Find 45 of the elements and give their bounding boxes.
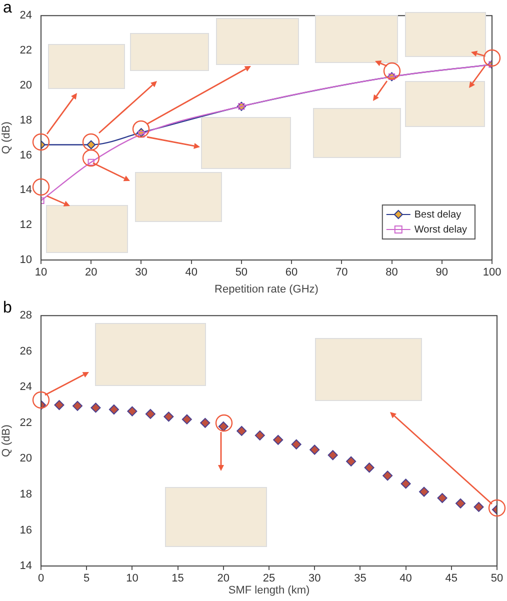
x-tick-label: 30 [308,572,321,585]
x-tick-label: 20 [84,266,98,279]
legend-label: Worst delay [414,224,468,236]
x-tick-label: 10 [126,572,138,585]
y-tick-label: 22 [20,44,32,57]
x-tick-label: 90 [436,266,448,279]
x-tick-label: 45 [445,572,458,585]
x-tick-label: 40 [400,572,412,585]
chart-title: a [3,0,12,16]
y-tick-label: 28 [20,310,32,322]
x-tick-label: 50 [490,572,504,585]
y-tick-label: 26 [20,345,32,358]
x-tick-label: 10 [34,266,48,279]
chart-title: b [3,299,12,316]
y-tick-label: 24 [20,10,32,22]
y-tick-label: 16 [20,149,32,162]
y-tick-label: 14 [20,184,32,196]
x-axis-title: SMF length (km) [228,584,310,596]
y-tick-label: 20 [20,79,32,92]
y-axis-title: Q (dB) [0,122,13,154]
y-tick-label: 22 [20,416,32,429]
y-axis-title: Q (dB) [0,424,13,458]
y-tick-label: 20 [20,452,32,465]
y-tick-label: 18 [20,488,32,500]
x-tick-label: 70 [336,266,348,279]
x-tick-label: 30 [135,266,148,279]
x-axis-title: Repetition rate (GHz) [214,283,318,296]
y-tick-label: 10 [20,254,32,266]
x-tick-label: 0 [38,572,44,585]
x-tick-label: 20 [217,572,230,585]
y-tick-label: 16 [20,524,32,536]
x-tick-label: 35 [354,572,366,585]
y-tick-label: 12 [20,219,32,232]
legend-label: Best delay [414,209,462,220]
x-tick-label: 100 [482,266,502,279]
x-tick-label: 40 [185,266,198,279]
x-tick-label: 80 [386,266,398,279]
x-tick-label: 25 [262,572,276,585]
x-tick-label: 60 [285,266,298,279]
x-tick-label: 15 [172,572,184,585]
x-tick-label: 50 [235,266,248,279]
y-tick-label: 14 [20,560,32,572]
y-tick-label: 18 [20,114,32,126]
x-tick-label: 5 [84,572,90,585]
y-tick-label: 24 [20,381,32,394]
